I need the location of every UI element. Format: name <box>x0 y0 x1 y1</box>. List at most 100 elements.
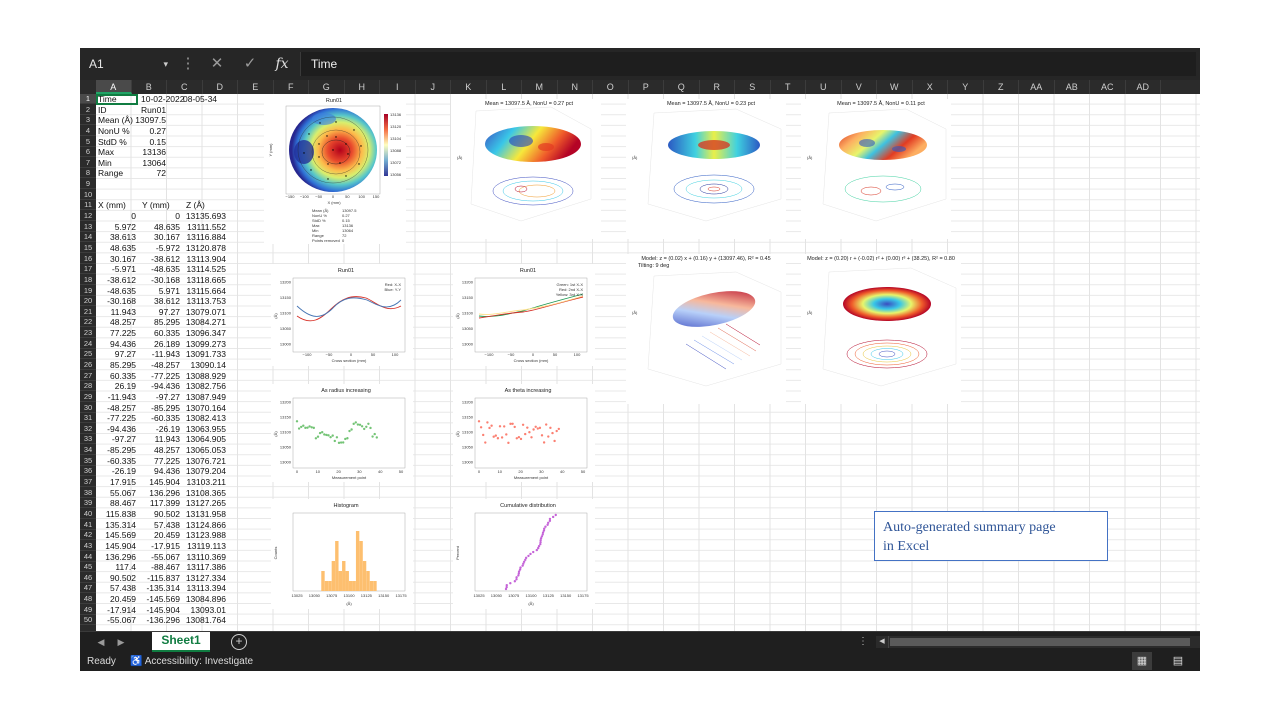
horizontal-scrollbar[interactable]: ◀ <box>876 636 1200 648</box>
table-cell-x[interactable]: 57.438 <box>110 583 136 594</box>
table-cell-y[interactable]: -88.467 <box>151 562 180 573</box>
table-cell-z[interactable]: 13070.164 <box>185 402 226 413</box>
model-plane-plot[interactable]: Model: z = (0.02) x + (0.16) y + (13097.… <box>626 254 786 404</box>
table-cell-y[interactable]: -5.972 <box>155 242 180 253</box>
table-cell-y[interactable]: -94.436 <box>151 381 180 392</box>
table-cell-y[interactable]: -55.067 <box>151 551 180 562</box>
table-cell-y[interactable]: -60.335 <box>151 413 180 424</box>
surface-plot-3[interactable]: Mean = 13097.5 Å, NonU = 0.11 pct (Å) <box>801 99 951 239</box>
table-cell-x[interactable]: 145.569 <box>105 530 136 541</box>
radius-scatter-plot[interactable]: As radius increasing 13200 13150 13100 1305… <box>271 384 413 482</box>
column-header-ad[interactable]: AD <box>1126 80 1161 94</box>
table-cell-y[interactable]: -17.915 <box>151 540 180 551</box>
row-header-50[interactable]: 50 <box>80 615 96 626</box>
column-header-u[interactable]: U <box>806 80 842 94</box>
contour-map-plot[interactable]: Run01 13136 13120 13104 13088 13072 13056 −15… <box>264 94 406 244</box>
summary-value[interactable]: 0.15 <box>149 136 166 147</box>
table-cell-x[interactable]: 38.613 <box>110 232 136 243</box>
row-header-14[interactable]: 14 <box>80 232 96 243</box>
table-cell-x[interactable]: 145.904 <box>105 540 136 551</box>
column-header-y[interactable]: Y <box>948 80 984 94</box>
row-header-16[interactable]: 16 <box>80 254 96 264</box>
summary-label[interactable]: NonU % <box>98 125 130 136</box>
table-cell-x[interactable]: -38.612 <box>107 274 136 285</box>
accessibility-status[interactable]: ♿ Accessibility: Investigate <box>130 656 254 667</box>
row-header-46[interactable]: 46 <box>80 573 96 583</box>
summary-label[interactable]: Min <box>98 157 112 168</box>
more-options-icon[interactable]: ⋮ <box>180 55 196 72</box>
table-cell-x[interactable]: 48.635 <box>110 242 136 253</box>
table-cell-z[interactable]: 13135.693 <box>185 211 226 222</box>
summary-label[interactable]: StdD % <box>98 136 127 147</box>
column-header-a[interactable]: A <box>96 80 132 94</box>
table-cell-y[interactable]: -136.296 <box>146 615 180 626</box>
table-cell-x[interactable]: -94.436 <box>107 423 136 434</box>
column-header-s[interactable]: S <box>735 80 771 94</box>
table-cell-z[interactable]: 13116.884 <box>186 232 226 243</box>
sheet-tab-sheet1[interactable]: Sheet1 <box>152 632 210 653</box>
table-cell-z[interactable]: 13111.552 <box>187 221 226 232</box>
table-cell-y[interactable]: 48.635 <box>154 221 180 232</box>
column-header-l[interactable]: L <box>487 80 522 94</box>
table-cell-z[interactable]: 13113.394 <box>186 583 226 594</box>
table-cell-z[interactable]: 13115.664 <box>186 285 226 296</box>
row-header-22[interactable]: 22 <box>80 317 96 328</box>
table-header[interactable]: X (mm) <box>98 200 126 211</box>
row-header-31[interactable]: 31 <box>80 413 96 424</box>
column-header-i[interactable]: I <box>380 80 416 94</box>
row-header-39[interactable]: 39 <box>80 498 96 509</box>
table-cell-x[interactable]: 17.915 <box>110 477 136 488</box>
table-cell-z[interactable]: 13076.721 <box>185 455 226 466</box>
table-cell-z[interactable]: 13091.733 <box>185 349 226 360</box>
column-header-b[interactable]: B <box>132 80 167 94</box>
row-header-29[interactable]: 29 <box>80 392 96 402</box>
row-header-13[interactable]: 13 <box>80 222 96 232</box>
table-cell-x[interactable]: 11.943 <box>110 306 136 317</box>
column-header-k[interactable]: K <box>451 80 487 94</box>
column-header-v[interactable]: V <box>842 80 877 94</box>
table-cell-y[interactable]: 5.971 <box>158 285 180 296</box>
table-cell-y[interactable]: 57.438 <box>154 519 180 530</box>
table-cell-y[interactable]: -48.257 <box>151 360 180 370</box>
table-cell-z[interactable]: 13113.904 <box>186 253 226 264</box>
table-cell-z[interactable]: 13110.369 <box>186 551 226 562</box>
table-cell-x[interactable]: -17.914 <box>107 604 136 615</box>
table-cell-y[interactable]: 94.436 <box>154 466 180 477</box>
table-cell-y[interactable]: 0 <box>175 211 180 222</box>
table-cell-x[interactable]: 85.295 <box>110 360 136 370</box>
row-header-24[interactable]: 24 <box>80 339 96 349</box>
row-header-9[interactable]: 9 <box>80 179 96 190</box>
table-cell-x[interactable]: -11.943 <box>107 391 136 402</box>
table-cell-z[interactable]: 13093.01 <box>190 604 226 615</box>
row-header-8[interactable]: 8 <box>80 168 96 179</box>
table-cell-x[interactable]: -48.635 <box>107 285 136 296</box>
table-cell-x[interactable]: 48.257 <box>110 317 136 328</box>
column-header-c[interactable]: C <box>167 80 203 94</box>
table-cell-x[interactable]: -77.225 <box>107 413 136 424</box>
table-cell-z[interactable]: 13084.896 <box>185 594 226 605</box>
summary-label[interactable]: ID <box>98 104 107 115</box>
prev-sheet-icon[interactable]: ◀ <box>97 637 105 647</box>
name-box-dropdown-icon[interactable]: ▾ <box>163 59 168 69</box>
table-cell-x[interactable]: 94.436 <box>110 338 136 349</box>
row-header-3[interactable]: 3 <box>80 115 96 126</box>
table-cell-x[interactable]: 90.502 <box>110 572 136 583</box>
table-cell-z[interactable]: 13127.265 <box>185 498 226 509</box>
name-box[interactable]: A1 ▾ <box>84 53 172 75</box>
table-header[interactable]: Z (Å) <box>186 200 205 211</box>
scrollbar-splitter-icon[interactable]: ⋮ <box>858 636 868 647</box>
histogram-plot[interactable]: Histogram 13025 13050 13075 13100 13125 13150… <box>271 499 413 609</box>
summary-value[interactable]: Run01 <box>141 104 167 115</box>
row-header-17[interactable]: 17 <box>80 264 96 275</box>
row-header-28[interactable]: 28 <box>80 381 96 392</box>
row-header-42[interactable]: 42 <box>80 530 96 541</box>
column-header-q[interactable]: Q <box>664 80 700 94</box>
table-cell-z[interactable]: 13127.334 <box>185 572 226 583</box>
column-header-j[interactable]: J <box>416 80 451 94</box>
table-cell-x[interactable]: 88.467 <box>110 498 136 509</box>
row-header-35[interactable]: 35 <box>80 456 96 466</box>
table-cell-y[interactable]: 11.943 <box>154 434 180 445</box>
table-cell-y[interactable]: 97.27 <box>158 306 180 317</box>
surface-plot-2[interactable]: Mean = 13097.5 Å, NonU = 0.23 pct (Å) <box>626 99 786 239</box>
table-cell-y[interactable]: 26.189 <box>154 338 180 349</box>
